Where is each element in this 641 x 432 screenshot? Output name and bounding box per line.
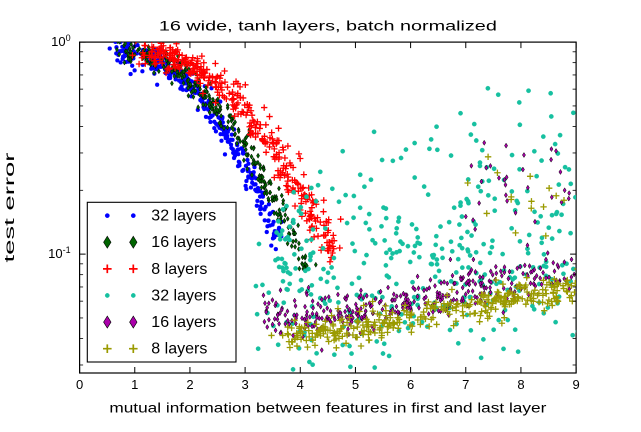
svg-text:32 layers: 32 layers [151,287,216,304]
svg-text:6: 6 [407,377,414,392]
svg-text:9: 9 [572,377,579,392]
svg-text:8: 8 [517,377,524,392]
svg-text:3: 3 [241,377,248,392]
svg-text:5: 5 [352,377,359,392]
svg-text:1: 1 [131,377,138,392]
svg-text:4: 4 [297,377,304,392]
svg-text:8 layers: 8 layers [151,261,207,278]
svg-text:0: 0 [76,377,83,392]
svg-text:2: 2 [186,377,193,392]
svg-text:16 layers: 16 layers [151,234,216,251]
svg-text:mutual information between fea: mutual information between features in f… [109,401,547,416]
svg-text:32 layers: 32 layers [151,208,216,225]
svg-text:8 layers: 8 layers [151,341,207,358]
svg-text:16 wide, tanh layers, batch no: 16 wide, tanh layers, batch normalized [159,19,497,35]
svg-text:test error: test error [2,152,17,263]
svg-text:16 layers: 16 layers [151,314,216,331]
svg-text:7: 7 [462,377,469,392]
